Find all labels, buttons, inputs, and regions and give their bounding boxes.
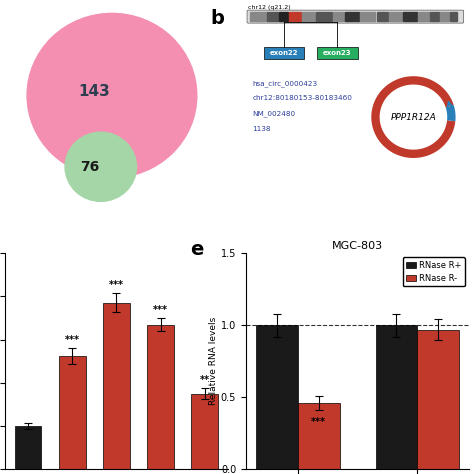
Bar (290, 12, 301, 21)
Text: e: e (190, 240, 203, 259)
Circle shape (27, 13, 197, 178)
Text: 1138: 1138 (253, 126, 271, 132)
Bar (250, 12, 266, 21)
Bar (264, 47, 304, 59)
Text: exon22: exon22 (270, 50, 298, 56)
Legend: RNase R+, RNase R-: RNase R+, RNase R- (403, 257, 465, 286)
Text: chr12:80180153-80183460: chr12:80180153-80183460 (253, 95, 353, 101)
Bar (59, 356, 85, 469)
Bar (15, 426, 41, 469)
Text: PPP1R12A: PPP1R12A (391, 113, 436, 122)
Bar (316, 12, 332, 21)
Text: ***: *** (311, 418, 326, 428)
Text: ***: *** (153, 305, 168, 315)
Bar (450, 12, 457, 21)
Bar (191, 393, 218, 469)
Bar (376, 12, 388, 21)
Text: ***: *** (109, 280, 124, 290)
Bar (267, 12, 278, 21)
Bar (280, 12, 288, 21)
Bar (346, 12, 359, 21)
Y-axis label: Relative RNA levels: Relative RNA levels (209, 317, 218, 405)
Text: hsa_circ_0000423: hsa_circ_0000423 (253, 81, 318, 87)
Bar (375, 325, 417, 469)
Text: exon23: exon23 (323, 50, 352, 56)
Bar (302, 12, 315, 21)
Title: MGC-803: MGC-803 (332, 241, 383, 251)
Bar (440, 12, 449, 21)
Bar (430, 12, 439, 21)
Bar (256, 325, 298, 469)
Text: **: ** (200, 375, 210, 385)
FancyBboxPatch shape (247, 10, 464, 23)
Bar (318, 47, 357, 59)
Bar (417, 329, 459, 469)
Text: 143: 143 (78, 84, 110, 99)
Circle shape (65, 132, 137, 201)
Bar (333, 12, 344, 21)
Text: b: b (210, 9, 224, 28)
Text: chr12 (q21.2): chr12 (q21.2) (248, 5, 291, 10)
Text: 76: 76 (80, 160, 99, 174)
Bar (147, 325, 174, 469)
Text: NM_002480: NM_002480 (253, 110, 296, 118)
Bar (389, 12, 402, 21)
Bar (418, 12, 429, 21)
Bar (103, 303, 130, 469)
Bar (298, 403, 340, 469)
Bar (360, 12, 375, 21)
Text: ***: *** (65, 335, 80, 345)
Bar (403, 12, 417, 21)
